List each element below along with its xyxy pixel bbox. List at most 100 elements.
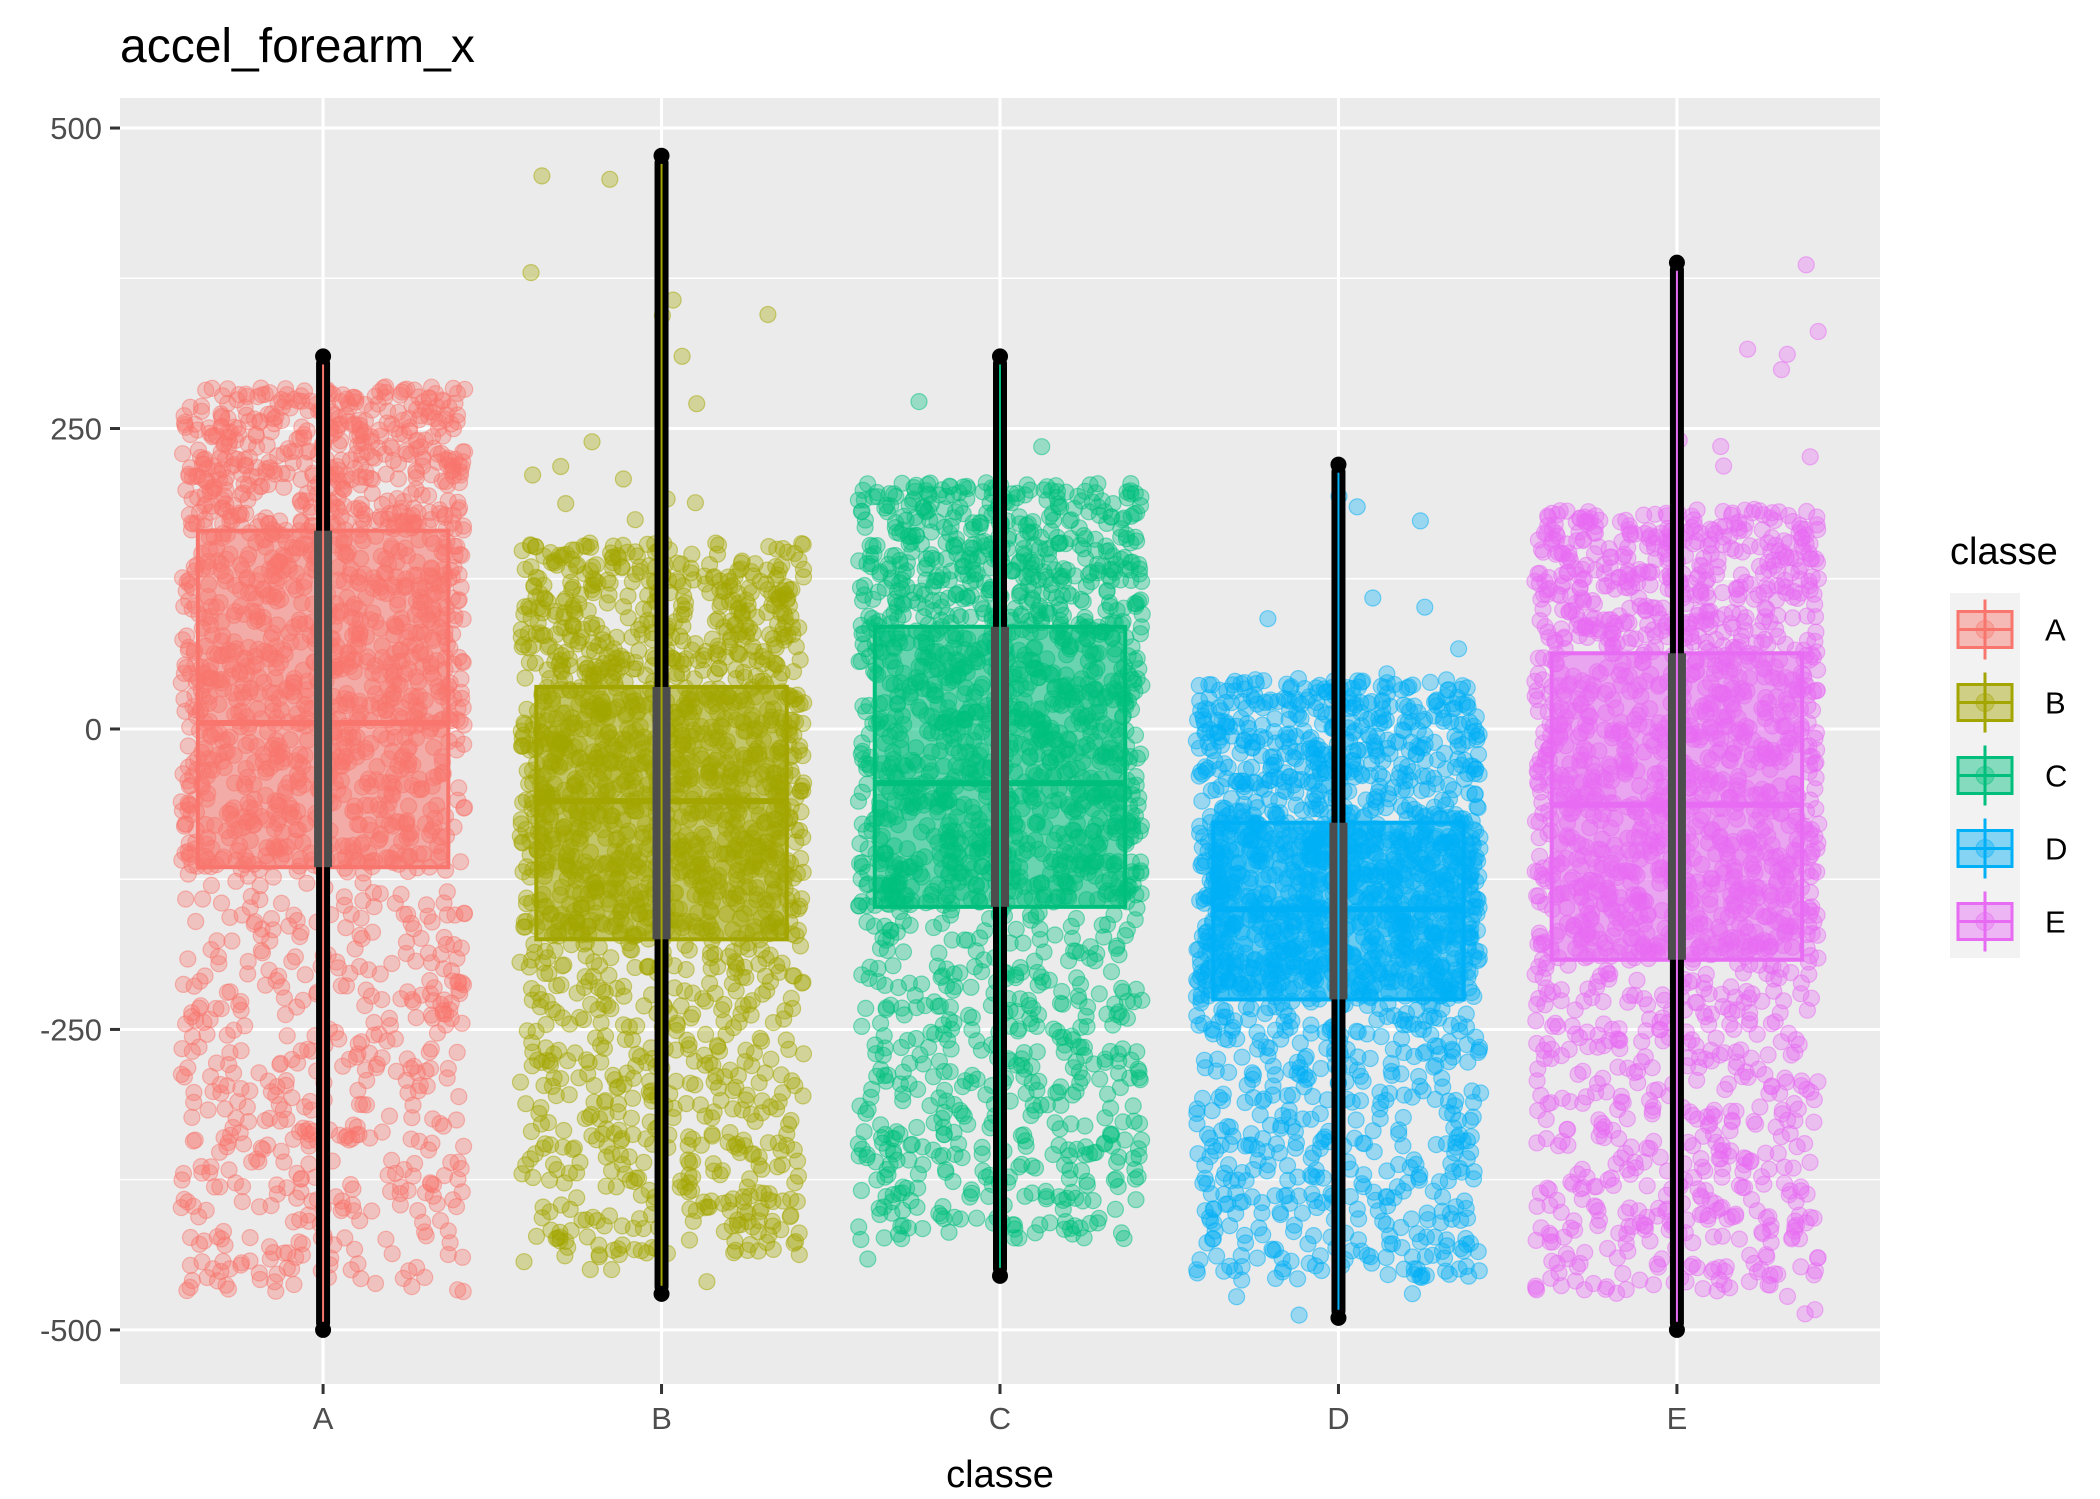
jitter-point (614, 470, 633, 488)
jitter-point (192, 1157, 210, 1176)
jitter-point (298, 874, 316, 892)
jitter-point (541, 1056, 560, 1074)
jitter-point (174, 1164, 193, 1183)
jitter-point (522, 558, 540, 576)
jitter-point (705, 1073, 723, 1091)
jitter-point (598, 594, 616, 612)
jitter-point (409, 504, 427, 522)
jitter-point (422, 1040, 440, 1058)
jitter-point (587, 556, 606, 574)
jitter-point (243, 1153, 261, 1171)
jitter-point (434, 1117, 453, 1135)
jitter-point (790, 619, 808, 637)
jitter-point (387, 1164, 405, 1182)
jitter-point (292, 923, 310, 941)
jitter-point (516, 669, 534, 687)
jitter-point (892, 1038, 910, 1057)
jitter-point (245, 915, 263, 933)
jitter-point (338, 1127, 356, 1145)
chart-title: accel_forearm_x (120, 20, 475, 73)
jitter-point (853, 1017, 871, 1036)
jitter-point (193, 469, 211, 487)
jitter-point (275, 989, 293, 1007)
jitter-point (412, 929, 430, 948)
jitter-point (595, 995, 613, 1013)
jitter-point (235, 475, 253, 493)
jitter-point (631, 558, 649, 576)
jitter-point (356, 396, 374, 414)
jitter-point (740, 940, 758, 958)
jitter-point (763, 1212, 781, 1231)
jitter-point (709, 536, 728, 554)
jitter-point (760, 626, 779, 644)
jitter-point (688, 395, 706, 413)
jitter-point (233, 1192, 251, 1211)
jitter-point (278, 1027, 296, 1045)
jitter-point (563, 541, 581, 559)
jitter-point (565, 1139, 583, 1157)
jitter-point (437, 473, 455, 491)
jitter-point (541, 1136, 560, 1154)
jitter-point (523, 1057, 541, 1075)
jitter-point (180, 848, 198, 866)
jitter-point (537, 1015, 555, 1034)
jitter-point (173, 1171, 191, 1189)
jitter-point (253, 944, 272, 962)
jitter-point (581, 666, 599, 685)
jitter-point (341, 451, 360, 469)
jitter-point (283, 1260, 301, 1278)
jitter-point (701, 943, 720, 962)
jitter-point (365, 449, 383, 467)
jitter-point (639, 958, 657, 976)
jitter-point (726, 952, 744, 971)
jitter-point (615, 987, 633, 1005)
jitter-point (208, 462, 226, 480)
jitter-point (709, 637, 727, 655)
jitter-point (456, 380, 474, 398)
jitter-point (256, 1111, 274, 1130)
jitter-point (366, 1274, 385, 1293)
jitter-point (786, 1232, 805, 1251)
jitter-point (186, 1131, 204, 1149)
jitter-point (452, 939, 470, 957)
jitter-point (733, 605, 751, 623)
jitter-point (267, 408, 285, 426)
jitter-point (377, 465, 395, 483)
jitter-point (332, 508, 350, 526)
jitter-point (442, 1009, 460, 1028)
jitter-point (446, 394, 464, 412)
jitter-point (677, 1094, 695, 1113)
jitter-point (400, 1262, 418, 1280)
jitter-point (597, 1120, 615, 1138)
jitter-point (345, 1202, 363, 1220)
jitter-point (241, 1228, 259, 1247)
jitter-point (444, 1191, 462, 1209)
jitter-point (399, 905, 417, 923)
jitter-point (686, 1076, 704, 1094)
jitter-point (609, 546, 627, 565)
jitter-point (794, 568, 813, 586)
jitter-point (217, 495, 235, 513)
jitter-point (568, 556, 587, 574)
jitter-point (439, 449, 457, 467)
jitter-point (452, 853, 470, 871)
jitter-point (555, 608, 573, 626)
jitter-point (418, 1077, 436, 1095)
jitter-point (968, 1209, 986, 1227)
jitter-point (248, 1150, 266, 1168)
jitter-point (787, 638, 805, 656)
jitter-point (223, 932, 241, 950)
jitter-point (552, 457, 570, 476)
jitter-point (582, 576, 601, 595)
jitter-point (398, 1050, 416, 1068)
jitter-point (622, 1109, 641, 1127)
jitter-point (533, 167, 551, 185)
jitter-point (199, 1101, 217, 1119)
jitter-point (407, 1008, 425, 1027)
jitter-point (403, 1277, 421, 1296)
jitter-point (362, 987, 380, 1005)
jitter-point (278, 1110, 296, 1128)
jitter-point (527, 1227, 546, 1245)
jitter-point (908, 1118, 926, 1137)
jitter-point (532, 990, 550, 1009)
